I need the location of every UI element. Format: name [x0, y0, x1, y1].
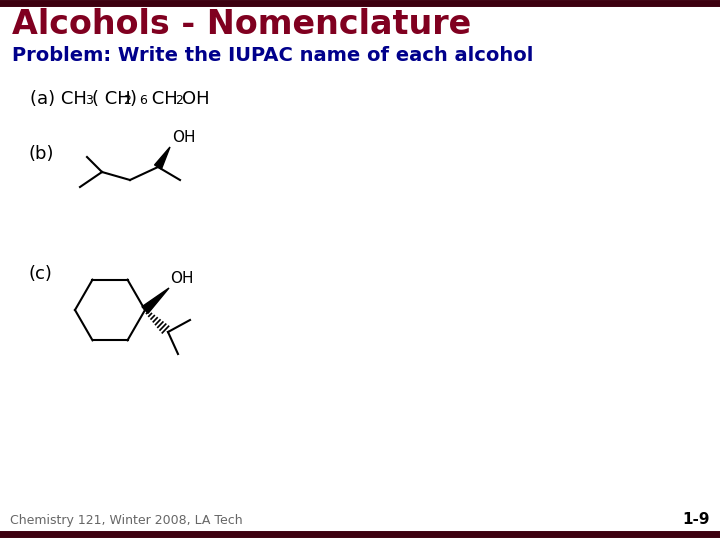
Text: (a) CH: (a) CH — [30, 90, 87, 108]
Text: (b): (b) — [28, 145, 53, 163]
Text: 1-9: 1-9 — [683, 512, 710, 527]
Text: CH: CH — [146, 90, 178, 108]
Text: 3: 3 — [85, 94, 93, 107]
Text: 2: 2 — [175, 94, 183, 107]
Text: 2: 2 — [123, 94, 131, 107]
Polygon shape — [142, 288, 169, 313]
Text: Problem: Write the IUPAC name of each alcohol: Problem: Write the IUPAC name of each al… — [12, 46, 534, 65]
Text: OH: OH — [182, 90, 210, 108]
Text: OH: OH — [170, 271, 194, 286]
Polygon shape — [155, 147, 170, 169]
Text: 6: 6 — [139, 94, 147, 107]
Text: ): ) — [130, 90, 137, 108]
Text: Chemistry 121, Winter 2008, LA Tech: Chemistry 121, Winter 2008, LA Tech — [10, 514, 243, 527]
Text: OH: OH — [172, 130, 196, 145]
Text: Alcohols - Nomenclature: Alcohols - Nomenclature — [12, 8, 472, 41]
Text: ( CH: ( CH — [92, 90, 131, 108]
Text: (c): (c) — [28, 265, 52, 283]
